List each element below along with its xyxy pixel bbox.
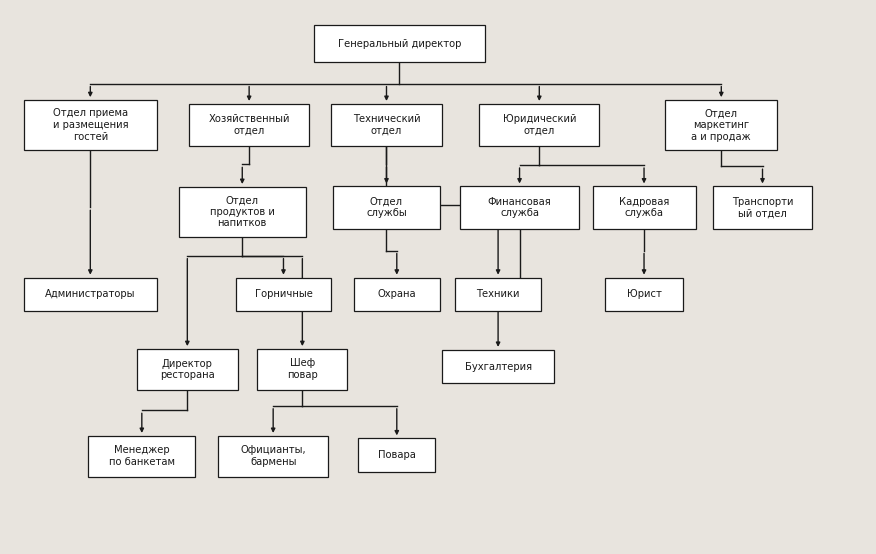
FancyBboxPatch shape bbox=[331, 104, 442, 146]
FancyBboxPatch shape bbox=[442, 350, 554, 383]
Text: Менеджер
по банкетам: Менеджер по банкетам bbox=[109, 445, 175, 467]
Text: Администраторы: Администраторы bbox=[45, 289, 136, 299]
Text: Официанты,
бармены: Официанты, бармены bbox=[240, 445, 306, 467]
FancyBboxPatch shape bbox=[24, 100, 157, 150]
FancyBboxPatch shape bbox=[713, 186, 812, 229]
FancyBboxPatch shape bbox=[179, 187, 306, 237]
Text: Директор
ресторана: Директор ресторана bbox=[160, 358, 215, 380]
Text: Кадровая
служба: Кадровая служба bbox=[618, 197, 669, 218]
FancyBboxPatch shape bbox=[24, 278, 157, 311]
Text: Технический
отдел: Технический отдел bbox=[353, 114, 420, 136]
FancyBboxPatch shape bbox=[189, 104, 309, 146]
FancyBboxPatch shape bbox=[605, 278, 682, 311]
FancyBboxPatch shape bbox=[218, 436, 328, 476]
Text: Отдел
продуктов и
напитков: Отдел продуктов и напитков bbox=[210, 195, 275, 228]
Text: Техники: Техники bbox=[477, 289, 519, 299]
Text: Шеф
повар: Шеф повар bbox=[287, 358, 318, 380]
Text: Повара: Повара bbox=[378, 450, 416, 460]
Text: Хозяйственный
отдел: Хозяйственный отдел bbox=[208, 114, 290, 136]
FancyBboxPatch shape bbox=[456, 278, 541, 311]
Text: Транспорти
ый отдел: Транспорти ый отдел bbox=[731, 197, 794, 218]
Text: Генеральный директор: Генеральный директор bbox=[337, 39, 461, 49]
FancyBboxPatch shape bbox=[137, 349, 238, 389]
Text: Охрана: Охрана bbox=[378, 289, 416, 299]
FancyBboxPatch shape bbox=[237, 278, 331, 311]
FancyBboxPatch shape bbox=[354, 278, 440, 311]
FancyBboxPatch shape bbox=[460, 186, 579, 229]
Text: Отдел
маркетинг
а и продаж: Отдел маркетинг а и продаж bbox=[691, 109, 751, 142]
FancyBboxPatch shape bbox=[592, 186, 696, 229]
FancyBboxPatch shape bbox=[666, 100, 777, 150]
Text: Юрист: Юрист bbox=[626, 289, 661, 299]
Text: Юридический
отдел: Юридический отдел bbox=[503, 114, 576, 136]
FancyBboxPatch shape bbox=[88, 436, 195, 476]
FancyBboxPatch shape bbox=[479, 104, 599, 146]
Text: Отдел
службы: Отдел службы bbox=[366, 197, 406, 218]
FancyBboxPatch shape bbox=[258, 349, 348, 389]
FancyBboxPatch shape bbox=[333, 186, 440, 229]
Text: Финансовая
служба: Финансовая служба bbox=[488, 197, 551, 218]
FancyBboxPatch shape bbox=[358, 438, 435, 472]
Text: Бухгалтерия: Бухгалтерия bbox=[464, 362, 532, 372]
Text: Горничные: Горничные bbox=[255, 289, 313, 299]
FancyBboxPatch shape bbox=[314, 25, 485, 62]
Text: Отдел приема
и размещения
гостей: Отдел приема и размещения гостей bbox=[53, 109, 128, 142]
